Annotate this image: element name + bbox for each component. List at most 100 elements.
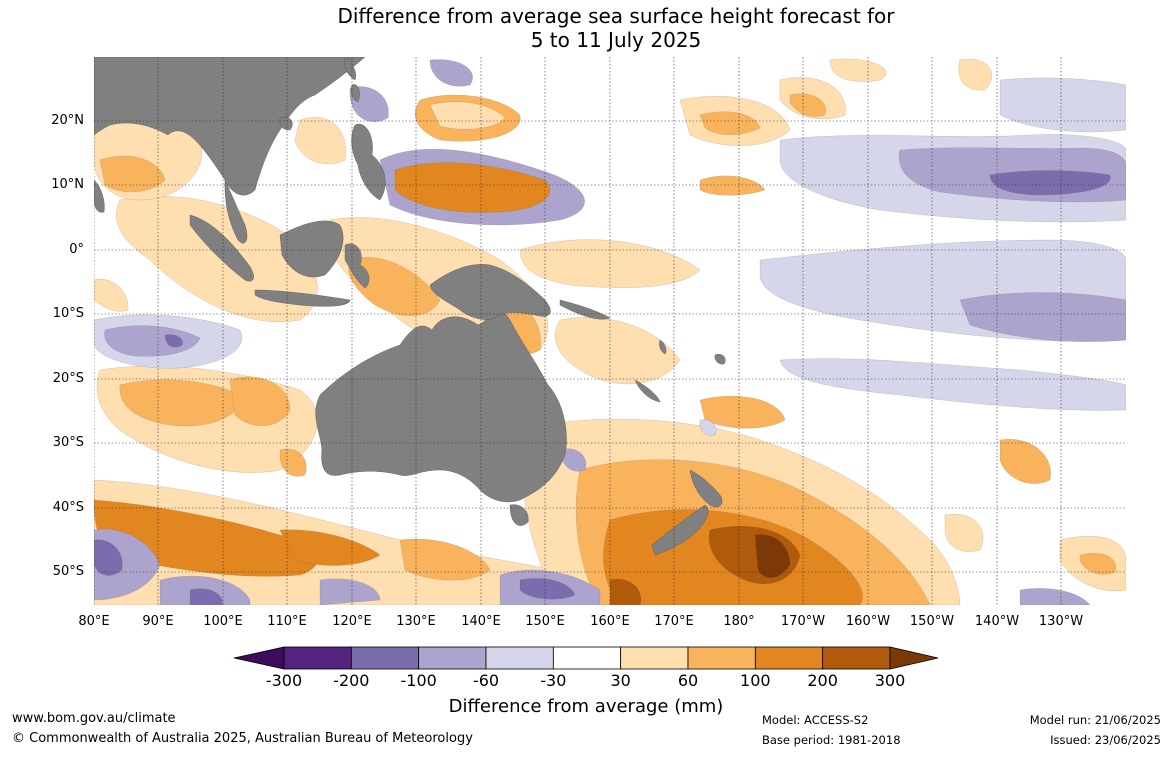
longitude-label: 110°E: [267, 614, 307, 629]
anomaly-region: [699, 419, 717, 436]
latitude-label: 40°S: [52, 500, 84, 515]
anomaly-region: [429, 59, 473, 87]
anomaly-region: [999, 77, 1126, 133]
anomaly-region: [989, 170, 1111, 196]
colorbar-tick-label: 200: [807, 671, 838, 690]
colorbar: [233, 646, 939, 670]
latitude-label: 20°N: [51, 113, 84, 128]
map-title: Difference from average sea surface heig…: [0, 4, 1173, 52]
colorbar-segment: [754, 646, 824, 670]
colorbar-tick-label: -300: [265, 671, 303, 690]
anomaly-region: [699, 175, 766, 196]
land-malay-peninsula: [224, 179, 248, 244]
colorbar-tick-label: 60: [677, 671, 699, 690]
land-sulawesi: [344, 243, 370, 289]
anomaly-region: [189, 588, 223, 605]
anomaly-region: [699, 111, 761, 135]
anomaly-region: [699, 395, 786, 429]
longitude-label: 130°E: [396, 614, 436, 629]
anomaly-region: [399, 538, 491, 581]
colorbar-tick-label: -200: [333, 671, 370, 690]
longitude-label: 170°W: [780, 614, 826, 629]
anomaly-region: [519, 578, 576, 600]
website-link[interactable]: www.bom.gov.au/climate: [12, 711, 176, 726]
latitude-label: 20°S: [52, 371, 84, 386]
longitude-label: 170°E: [654, 614, 694, 629]
anomaly-region: [559, 448, 587, 472]
land-new-guinea: [429, 264, 551, 320]
model-run-date: Model run: 21/06/2025: [1029, 713, 1161, 727]
colorbar-tick-label: -30: [540, 671, 567, 690]
model-name: Model: ACCESS-S2: [762, 713, 869, 727]
land-australia: [315, 311, 567, 503]
anomaly-region: [319, 578, 381, 605]
colorbar-title: Difference from average (mm): [448, 696, 724, 717]
land-new-zealand-south: [651, 504, 709, 556]
longitude-label: 150°E: [525, 614, 565, 629]
longitude-label: 150°W: [909, 614, 955, 629]
land-vanuatu: [659, 339, 667, 355]
anomaly-region: [294, 117, 346, 164]
longitude-label: 160°E: [590, 614, 630, 629]
title-line-2: 5 to 11 July 2025: [530, 28, 702, 52]
colorbar-tick-label: 100: [740, 671, 771, 690]
colorbar-tick-label: -60: [472, 671, 500, 690]
latitude-label: 30°S: [52, 435, 84, 450]
anomaly-region: [1079, 553, 1116, 575]
land-philippines: [351, 123, 386, 201]
colorbar-tick-label: 30: [610, 671, 631, 690]
longitude-label: 130°W: [1038, 614, 1084, 629]
latitude-label: 10°N: [51, 177, 84, 192]
base-period: Base period: 1981-2018: [762, 733, 901, 747]
longitude-label: 100°E: [203, 614, 243, 629]
anomaly-region: [779, 358, 1126, 411]
anomaly-region: [104, 325, 201, 357]
land-masses: [94, 57, 726, 556]
anomaly-region: [944, 514, 984, 552]
anomaly-region: [279, 529, 381, 566]
anomaly-region: [429, 101, 506, 130]
longitude-label: 90°E: [142, 614, 174, 629]
anomaly-region: [829, 58, 887, 82]
colorbar-segment: [485, 646, 554, 670]
latitude-label: 10°S: [52, 306, 84, 321]
anomaly-region: [99, 155, 166, 193]
colorbar-extend-low: [233, 646, 285, 670]
colorbar-segment: [687, 646, 756, 670]
land-india-tip: [94, 179, 105, 213]
anomaly-region: [394, 162, 551, 213]
colorbar-segment: [418, 646, 487, 670]
land-hainan: [279, 117, 293, 131]
land-fiji: [714, 354, 726, 365]
land-borneo: [279, 220, 344, 278]
anomaly-region: [94, 539, 123, 576]
land-taiwan: [351, 84, 360, 103]
anomaly-region: [1019, 588, 1091, 605]
land-solomons: [559, 299, 611, 320]
anomaly-region: [164, 334, 183, 348]
anomaly-region: [94, 278, 129, 312]
colorbar-segment: [552, 646, 622, 670]
colorbar-segment: [620, 646, 689, 670]
colorbar-segment: [283, 646, 352, 670]
land-new-caledonia: [634, 379, 661, 403]
anomaly-region: [789, 93, 826, 117]
longitude-label: 140°E: [461, 614, 501, 629]
latitude-label: 0°: [69, 242, 84, 257]
graticule: [94, 57, 1126, 605]
colorbar-segment: [350, 646, 420, 670]
colorbar-segment: [822, 646, 891, 670]
anomaly-region: [119, 379, 241, 427]
issued-date: Issued: 23/06/2025: [1050, 733, 1161, 747]
land-tasmania: [509, 504, 529, 526]
copyright-notice: © Commonwealth of Australia 2025, Austra…: [12, 731, 473, 746]
colorbar-extend-high: [889, 646, 939, 670]
anomaly-region: [279, 448, 307, 477]
anomaly-region: [959, 292, 1126, 342]
longitude-label: 180°: [723, 614, 755, 629]
colorbar-tick-label: -100: [400, 671, 437, 690]
longitude-label: 80°E: [78, 614, 110, 629]
latitude-label: 50°S: [52, 564, 84, 579]
anomaly-region: [609, 578, 642, 605]
